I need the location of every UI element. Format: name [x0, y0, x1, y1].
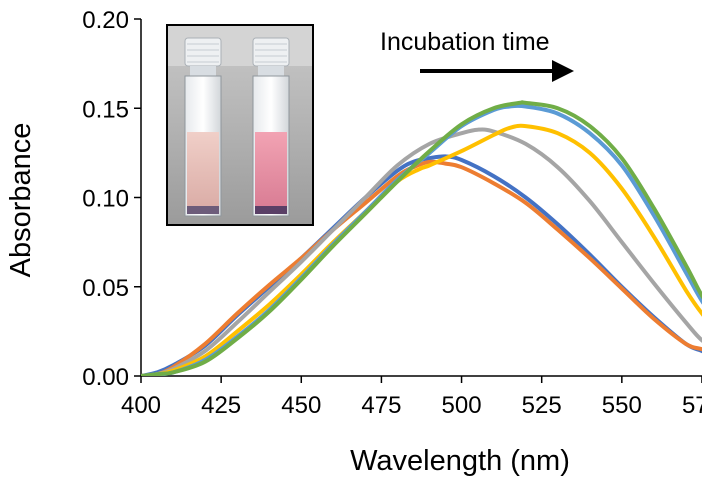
cuvette-right [252, 37, 290, 217]
arrowhead-icon [552, 60, 574, 82]
incubation-annotation: Incubation time [380, 28, 574, 82]
y-tick-label: 0.20 [82, 7, 129, 34]
x-tick-label: 550 [602, 392, 642, 419]
x-tick-label: 500 [442, 392, 482, 419]
inset-photo [166, 24, 314, 226]
series-line-6 [141, 100, 702, 376]
y-ticks: 0.00 0.05 0.10 0.15 0.20 [82, 7, 141, 391]
y-tick-label: 0.10 [82, 186, 129, 213]
x-tick-label: 575 [682, 392, 702, 419]
y-tick-label: 0.15 [82, 96, 129, 123]
cuvette-left [184, 37, 222, 217]
x-ticks: 400 425 450 475 500 525 550 575 [121, 376, 702, 419]
series-line-4 [141, 123, 702, 376]
series-line-2 [141, 159, 702, 376]
y-tick-label: 0.05 [82, 275, 129, 302]
series-group [141, 100, 702, 376]
x-tick-label: 400 [121, 392, 161, 419]
y-tick-label: 0.00 [82, 364, 129, 391]
x-tick-label: 475 [361, 392, 401, 419]
x-tick-label: 525 [522, 392, 562, 419]
annotation-label: Incubation time [380, 28, 550, 56]
x-tick-label: 450 [281, 392, 321, 419]
x-tick-label: 425 [201, 392, 241, 419]
x-axis-title: Wavelength (nm) [350, 445, 570, 477]
y-axis-title: Absorbance [5, 123, 37, 278]
